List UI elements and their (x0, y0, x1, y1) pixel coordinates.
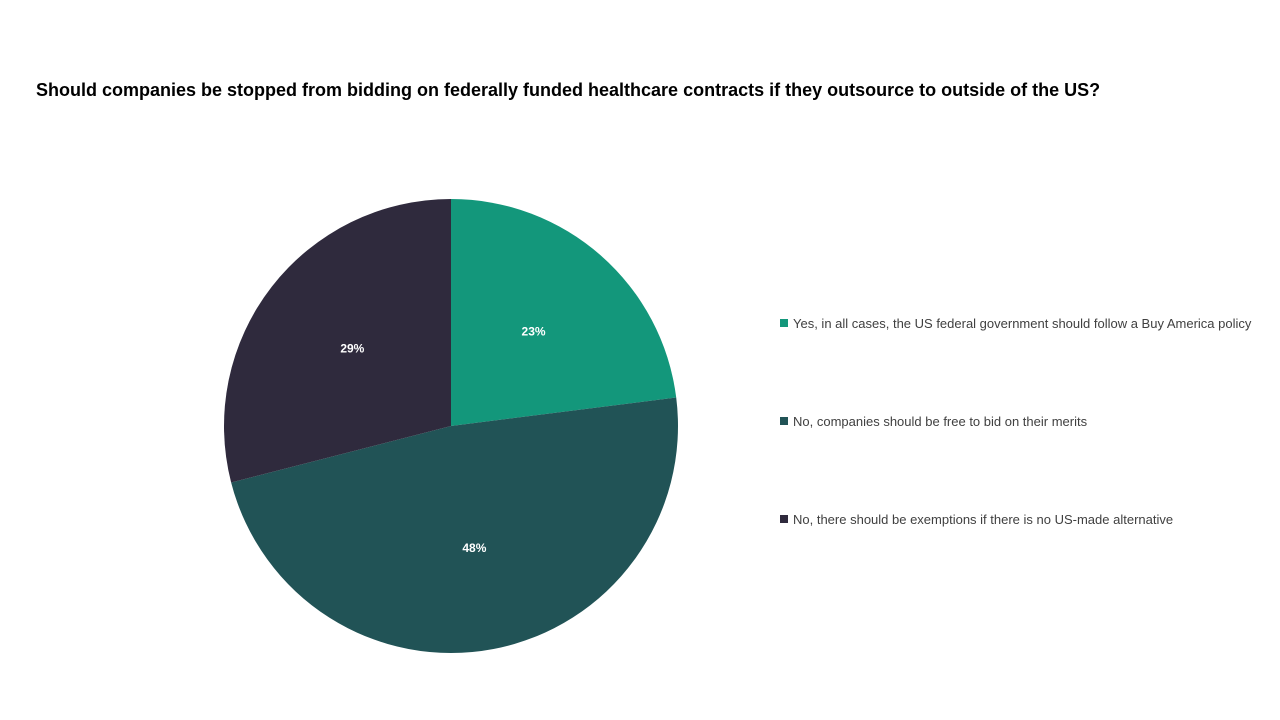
legend: Yes, in all cases, the US federal govern… (780, 313, 1270, 607)
pie-slice-2 (231, 397, 678, 653)
legend-label: No, companies should be free to bid on t… (793, 413, 1088, 429)
legend-swatch (780, 319, 788, 327)
pie-slices (224, 199, 678, 653)
pie-labels: 23% 48% 29% (340, 325, 546, 555)
legend-item-yes-all-cases: Yes, in all cases, the US federal govern… (780, 313, 1270, 333)
legend-label: No, there should be exemptions if there … (793, 511, 1174, 527)
legend-item-exemptions: No, there should be exemptions if there … (780, 509, 1270, 529)
pie-slice-3 (224, 199, 451, 483)
legend-item-free-to-bid: No, companies should be free to bid on t… (780, 411, 1270, 431)
legend-swatch (780, 515, 788, 523)
pie-data-label-2: 48% (462, 541, 486, 555)
chart-title: Should companies be stopped from bidding… (36, 80, 1101, 100)
pie-slice-1 (451, 199, 677, 426)
legend-swatch (780, 417, 788, 425)
legend-label: Yes, in all cases, the US federal govern… (793, 315, 1252, 331)
pie-data-label-3: 29% (340, 342, 364, 356)
pie-data-label-1: 23% (522, 325, 546, 339)
